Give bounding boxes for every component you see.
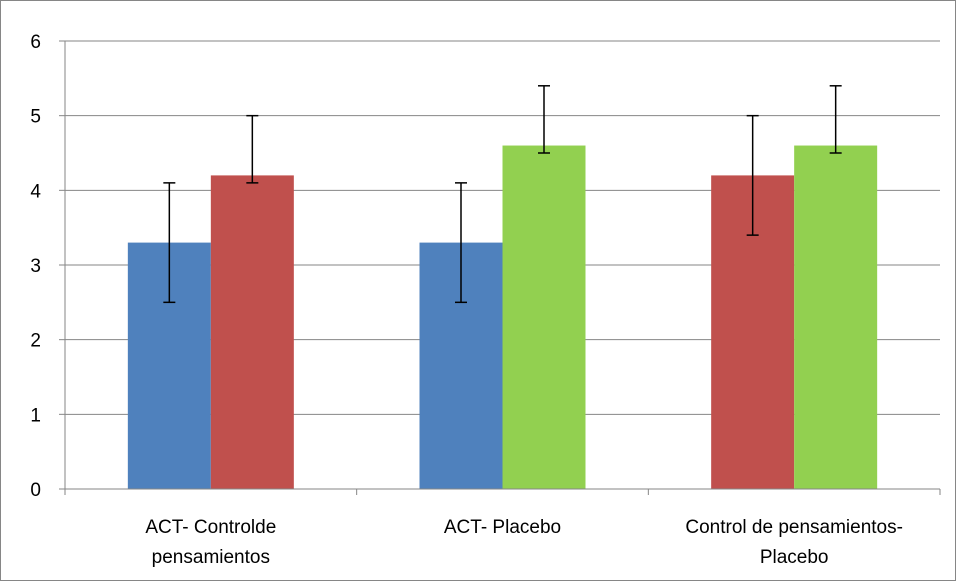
x-category-label: Control de pensamientos-Placebo: [685, 517, 903, 568]
error-bars: [163, 85, 842, 304]
bar: [210, 175, 294, 489]
y-tick-label: 0: [30, 480, 41, 501]
bar: [794, 145, 878, 490]
y-tick-label: 3: [30, 256, 41, 277]
tick-labels: 0 1 2 3 4 5 6 ACT- Controlde pensamientos ACT- Pl…: [30, 32, 903, 568]
axes: [59, 40, 941, 495]
y-tick-label: 6: [30, 32, 41, 53]
y-tick-label: 1: [30, 405, 41, 426]
bars: [127, 145, 878, 490]
x-category-label: ACT- Placebo: [444, 517, 561, 538]
bar: [502, 145, 586, 490]
x-category-label: ACT- Controlde pensamientos: [145, 517, 276, 568]
y-tick-label: 2: [30, 331, 41, 352]
y-tick-label: 5: [30, 107, 41, 128]
y-tick-label: 4: [30, 181, 41, 202]
